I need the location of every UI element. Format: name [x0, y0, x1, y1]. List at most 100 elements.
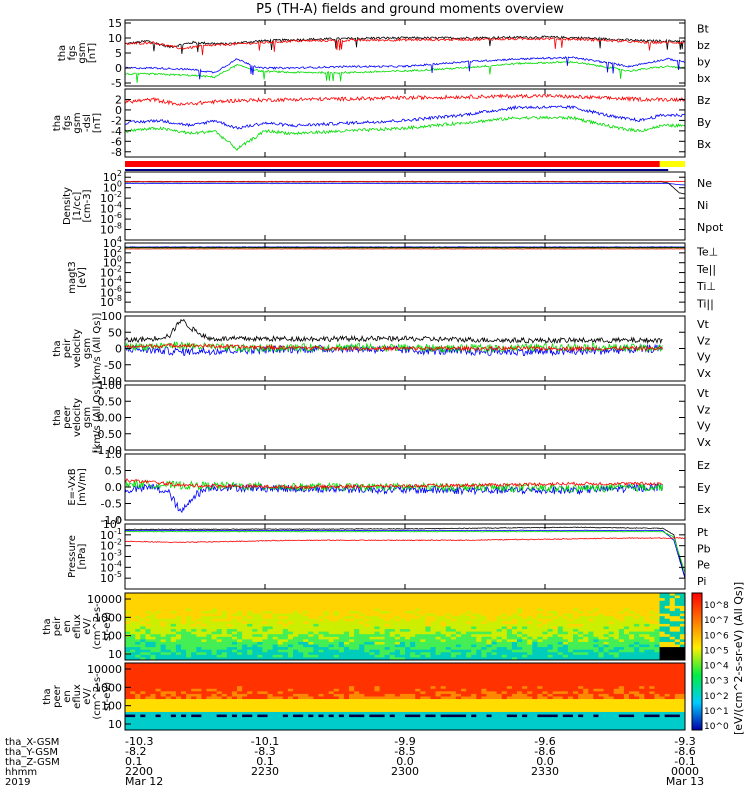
- legend-item: Pi: [697, 575, 706, 588]
- legend-item: Te||: [696, 263, 716, 276]
- panel-fgs-gse: -8-6-4-202tha fgs gsm -dsl [nT]BzByBx: [52, 89, 712, 170]
- legend-item: Vx: [697, 367, 712, 380]
- y-tick-label: 0: [115, 62, 122, 75]
- legend-item: Vx: [697, 436, 712, 449]
- mode-bar: [125, 161, 660, 167]
- y-axis-label-line: [nPa]: [77, 543, 88, 569]
- y-tick-label: -0.5: [101, 498, 122, 511]
- legend: Ne Ni Npot: [697, 177, 724, 234]
- legend-item: Pb: [697, 542, 711, 555]
- legend-item: Vy: [697, 420, 711, 433]
- y-tick-label: 0: [115, 343, 122, 356]
- legend-item: Vt: [697, 387, 710, 400]
- y-tick-label: 5: [115, 47, 122, 60]
- legend-item: Vz: [697, 334, 711, 347]
- y-axis-label: tha peer en eflux eV/(cm^2-s-sr-eV): [42, 673, 113, 720]
- x-axis-row-label: 2019: [5, 777, 30, 788]
- y-tick-label: 100: [101, 310, 122, 323]
- plot-title: P5 (TH-A) fields and ground moments over…: [256, 2, 564, 17]
- y-tick-label: 10: [108, 648, 122, 661]
- y-tick-label: 0.5: [105, 465, 123, 478]
- legend-item: Ne: [697, 177, 712, 190]
- colorbar: 10^8 10^7 10^6 10^5 10^4 10^3 10^2 10^1 10^0 [eV/…: [692, 582, 745, 735]
- legend: Bz By Bx: [697, 94, 712, 151]
- panel-peir-spectrogram: 10100100010000tha peir en eflux eV/(cm^2-s-s…: [42, 593, 686, 661]
- legend-item: Ti||: [696, 297, 714, 310]
- legend-item: Bx: [697, 138, 712, 151]
- legend: Pt Pb Pe Pi: [697, 526, 711, 588]
- colorbar-tick-label: 10^2: [704, 692, 729, 702]
- legend-item: Vy: [697, 351, 711, 364]
- y-axis-label: E=-VxB [mV/m]: [67, 468, 88, 506]
- x-tick-label: 2230: [251, 765, 279, 778]
- y-tick-label: 10: [108, 32, 122, 45]
- colorbar-tick-label: 10^6: [704, 631, 729, 641]
- colorbar-tick-label: 10^4: [704, 662, 729, 672]
- y-axis-label: magt3 [eV]: [67, 261, 88, 294]
- legend-item: Vz: [697, 403, 711, 416]
- legend: Te⊥ Te|| Ti⊥ Ti||: [696, 246, 718, 311]
- legend-item: bz: [697, 39, 710, 52]
- colorbar-tick-label: 10^8: [704, 601, 729, 611]
- panel-fgs: -5 0 5 10 15 tha fgs gsm [nT] Bt bz by bx: [57, 17, 711, 90]
- panel-temperature: 10-810-610-410-2100102104magt3 [eV]Te⊥Te|…: [67, 235, 718, 312]
- legend: Bt bz by bx: [697, 22, 711, 85]
- colorbar-tick-label: 10^1: [704, 707, 729, 717]
- y-tick-label: -50: [104, 359, 122, 372]
- colorbar-label: [eV/(cm^2-s-sr-eV) (All Qs)]: [732, 582, 745, 735]
- legend: Vt Vz Vy Vx: [697, 318, 712, 380]
- x-tick-label: 2330: [531, 765, 559, 778]
- y-tick-label: 0.0: [105, 481, 123, 494]
- legend-item: Ey: [697, 481, 711, 494]
- y-axis-label: Pressure [nPa]: [67, 535, 88, 578]
- legend-item: Bt: [697, 22, 710, 35]
- colorbar-tick-label: 10^5: [704, 646, 729, 656]
- y-tick-label: -5: [111, 77, 122, 90]
- colorbar-scale: [692, 593, 702, 730]
- y-tick-label: 50: [108, 326, 122, 339]
- y-axis-label: tha peer velocity gsm [km/s (All Qs)]: [52, 382, 103, 454]
- legend-item: Ez: [697, 459, 710, 472]
- overview-plot-page: P5 (TH-A) fields and ground moments over…: [0, 0, 750, 800]
- x-tick-label: 2300: [391, 765, 419, 778]
- y-tick-label: 2: [115, 93, 122, 106]
- y-axis-label: tha fgs gsm [nT]: [57, 42, 98, 63]
- y-axis-label-line: [cm-3]: [82, 189, 93, 222]
- legend-item: Ti⊥: [696, 280, 716, 293]
- y-tick-label: 10: [108, 718, 122, 731]
- y-axis-label-line: [km/s (All Qs)]: [92, 313, 103, 385]
- legend-item: Pe: [697, 559, 710, 572]
- x-date-label: Mar 13: [666, 775, 704, 788]
- legend-item: Ex: [697, 503, 711, 516]
- legend-item: Pt: [697, 526, 709, 539]
- legend-item: Npot: [697, 221, 724, 234]
- y-axis-label-line: [nT]: [87, 43, 98, 63]
- legend-item: by: [697, 55, 711, 68]
- y-axis-label: tha fgs gsm -dsl [nT]: [52, 112, 103, 133]
- legend-item: Ni: [697, 199, 708, 212]
- overview-plot: P5 (TH-A) fields and ground moments over…: [0, 0, 750, 800]
- y-axis-label-line: sr-eV): [102, 612, 113, 641]
- mode-bar: [660, 161, 685, 167]
- legend-item: Bz: [697, 94, 711, 107]
- y-axis-label-line: [eV]: [77, 267, 88, 288]
- x-date-label: Mar 12: [125, 775, 163, 788]
- legend-item: Te⊥: [696, 246, 718, 259]
- legend-item: bx: [697, 72, 711, 85]
- legend: Ez Ey Ex: [697, 459, 711, 516]
- colorbar-tick-label: 10^0: [704, 722, 729, 732]
- y-tick-label: 15: [108, 17, 122, 30]
- x-axis-labels: tha_X-GSMtha_Y-GSMtha_Z-GSMhhmm2019-10.3…: [5, 735, 704, 788]
- heatmap-cells: [125, 593, 686, 661]
- colorbar-tick-label: 10^3: [704, 677, 729, 687]
- legend: Vt Vz Vy Vx: [697, 387, 712, 449]
- colorbar-tick-label: 10^7: [704, 616, 729, 626]
- legend-item: By: [697, 116, 712, 129]
- y-axis-label: Density [1/cc] [cm-3]: [62, 187, 93, 225]
- y-axis-label: tha peir en eflux eV/(cm^2-s-sr-eV): [42, 603, 113, 650]
- y-axis-label-line: [mV/m]: [77, 468, 88, 506]
- heatmap-cells: [125, 663, 686, 731]
